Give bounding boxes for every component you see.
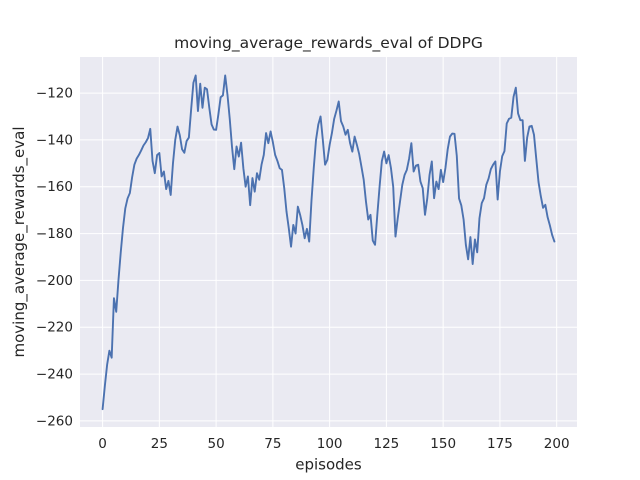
x-axis-label: episodes (295, 456, 362, 474)
y-tick-label: −140 (36, 132, 73, 148)
axes-background-layer (80, 57, 577, 427)
y-axis-label: moving_average_rewards_eval (10, 127, 29, 358)
x-tick-label: 75 (264, 436, 281, 452)
x-tick-label: 200 (544, 436, 570, 452)
y-tick-label: −240 (36, 367, 73, 383)
y-tick-label: −260 (36, 413, 73, 429)
y-tick-label: −160 (36, 179, 73, 195)
x-tick-label: 25 (151, 436, 168, 452)
y-tick-label: −220 (36, 320, 73, 336)
x-tick-label: 150 (430, 436, 456, 452)
x-tick-label: 100 (317, 436, 343, 452)
x-tick-label: 175 (487, 436, 513, 452)
x-tick-label: 125 (374, 436, 400, 452)
y-tick-label: −120 (36, 86, 73, 102)
y-tick-label: −180 (36, 226, 73, 242)
tick-labels-layer: 0 25 50 75 100 125 150 175 200 −120 −140 −160 −180 −2… (36, 86, 570, 452)
y-tick-label: −200 (36, 273, 73, 289)
chart-title: moving_average_rewards_eval of DDPG (174, 34, 483, 53)
grid-layer (80, 57, 577, 427)
series-layer (101, 74, 556, 411)
series-line-moving_average_rewards_eval (101, 74, 556, 411)
x-tick-label: 0 (98, 436, 107, 452)
x-tick-label: 50 (208, 436, 225, 452)
axes-background (80, 57, 577, 427)
